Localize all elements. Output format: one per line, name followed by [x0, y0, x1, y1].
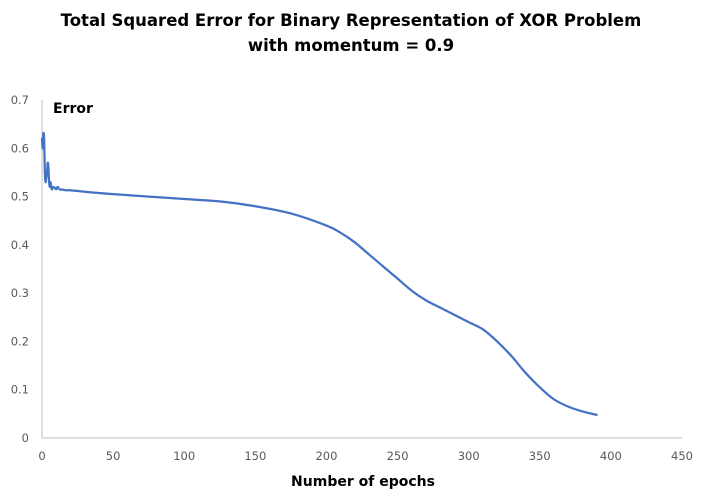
- error-series-line: [40, 131, 598, 416]
- x-axis-label: Number of epochs: [291, 474, 435, 490]
- y-tick-label: 0.6: [11, 141, 29, 155]
- y-tick-label: 0.3: [11, 286, 29, 300]
- x-tick-label: 150: [244, 449, 266, 463]
- chart-title-line-1: Total Squared Error for Binary Represent…: [61, 11, 642, 30]
- y-tick-label: 0.4: [11, 238, 29, 252]
- chart-title-line-2: with momentum = 0.9: [248, 36, 454, 55]
- x-tick-label: 50: [106, 449, 121, 463]
- x-tick-label: 250: [387, 449, 409, 463]
- x-tick-label: 100: [173, 449, 195, 463]
- x-tick-label: 0: [38, 449, 45, 463]
- x-tick-label: 350: [529, 449, 551, 463]
- y-axis-label: Error: [53, 101, 93, 117]
- y-tick-label: 0.2: [11, 334, 29, 348]
- x-tick-label: 200: [315, 449, 337, 463]
- y-tick-labels: 0 0.1 0.2 0.3 0.4 0.5 0.6 0.7: [11, 93, 29, 445]
- y-tick-label: 0.7: [11, 93, 29, 107]
- series-layer: [40, 131, 598, 416]
- y-tick-label: 0: [22, 431, 29, 445]
- x-tick-label: 400: [600, 449, 622, 463]
- y-tick-label: 0.5: [11, 190, 29, 204]
- x-tick-labels: 0 50 100 150 200 250 300 350 400 450: [38, 449, 693, 463]
- x-tick-label: 450: [671, 449, 693, 463]
- y-tick-label: 0.1: [11, 383, 29, 397]
- x-tick-label: 300: [458, 449, 480, 463]
